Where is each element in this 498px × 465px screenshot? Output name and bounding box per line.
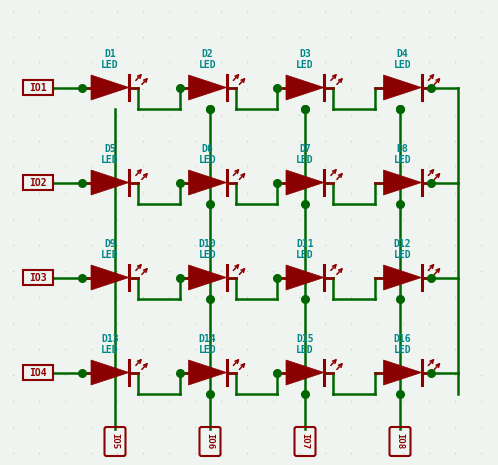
Text: D1: D1 (104, 48, 116, 59)
Polygon shape (286, 360, 324, 385)
Text: IO7: IO7 (300, 433, 309, 450)
Text: LED: LED (101, 345, 119, 355)
Text: D10: D10 (199, 239, 216, 248)
Text: D11: D11 (296, 239, 314, 248)
Text: LED: LED (101, 155, 119, 165)
Text: D9: D9 (104, 239, 116, 248)
Polygon shape (189, 360, 227, 385)
Text: LED: LED (394, 250, 411, 260)
Text: IO8: IO8 (395, 433, 404, 450)
Polygon shape (383, 170, 421, 195)
Polygon shape (383, 360, 421, 385)
Text: IO2: IO2 (29, 178, 46, 187)
Text: IO6: IO6 (206, 433, 215, 450)
Text: D7: D7 (299, 144, 311, 153)
Text: LED: LED (199, 345, 216, 355)
Text: LED: LED (296, 60, 314, 70)
Text: IO3: IO3 (29, 272, 46, 283)
Text: IO4: IO4 (29, 367, 46, 378)
Text: IO1: IO1 (29, 82, 46, 93)
Polygon shape (91, 265, 129, 290)
Text: D3: D3 (299, 48, 311, 59)
Text: D13: D13 (101, 333, 119, 344)
Text: D5: D5 (104, 144, 116, 153)
Text: LED: LED (101, 250, 119, 260)
Text: LED: LED (296, 345, 314, 355)
Text: D8: D8 (396, 144, 408, 153)
Text: LED: LED (101, 60, 119, 70)
Polygon shape (286, 170, 324, 195)
Polygon shape (286, 75, 324, 100)
Text: LED: LED (199, 155, 216, 165)
Polygon shape (189, 75, 227, 100)
Text: IO5: IO5 (111, 433, 120, 450)
Polygon shape (91, 75, 129, 100)
Text: D16: D16 (394, 333, 411, 344)
Text: D6: D6 (202, 144, 213, 153)
Text: LED: LED (296, 250, 314, 260)
Text: LED: LED (296, 155, 314, 165)
Text: D12: D12 (394, 239, 411, 248)
Text: D4: D4 (396, 48, 408, 59)
Polygon shape (286, 265, 324, 290)
Text: D2: D2 (202, 48, 213, 59)
Polygon shape (383, 265, 421, 290)
Polygon shape (189, 265, 227, 290)
Text: LED: LED (199, 60, 216, 70)
Polygon shape (189, 170, 227, 195)
Text: LED: LED (199, 250, 216, 260)
Text: LED: LED (394, 155, 411, 165)
Polygon shape (383, 75, 421, 100)
Text: LED: LED (394, 345, 411, 355)
Polygon shape (91, 170, 129, 195)
Text: LED: LED (394, 60, 411, 70)
Polygon shape (91, 360, 129, 385)
Text: D14: D14 (199, 333, 216, 344)
Text: D15: D15 (296, 333, 314, 344)
